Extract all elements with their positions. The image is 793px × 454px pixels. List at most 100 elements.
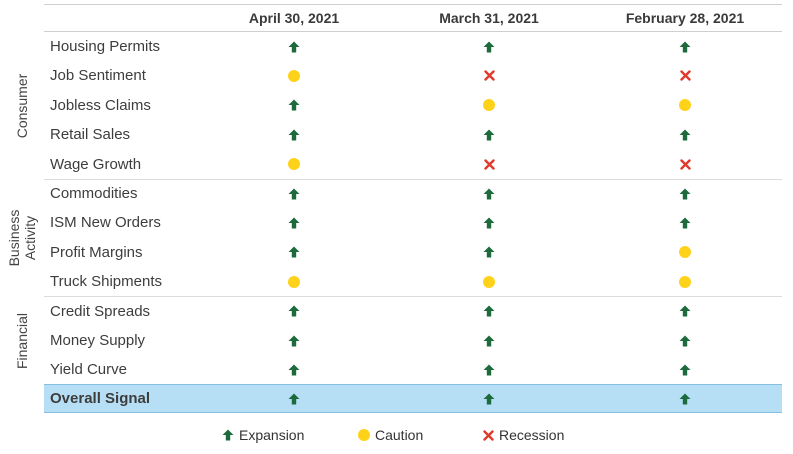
- legend-recession: Recession: [481, 425, 564, 445]
- up-arrow-icon: [288, 188, 300, 200]
- row-label-profit-margins: Profit Margins: [50, 243, 143, 261]
- up-arrow-icon: [483, 335, 495, 347]
- group-label-financial: Financial: [14, 271, 30, 411]
- signal-cell: [282, 267, 306, 296]
- group-label-line: Financial: [14, 312, 30, 369]
- signal-cell: [477, 355, 501, 384]
- yellow-dot-icon: [679, 99, 691, 112]
- table-row: Profit Margins: [44, 238, 782, 267]
- up-arrow-icon: [483, 305, 495, 317]
- table-row: Wage Growth: [44, 150, 782, 179]
- signal-cell: [477, 326, 501, 355]
- row-label-commodities: Commodities: [50, 185, 138, 202]
- red-x-icon: [483, 158, 495, 170]
- red-x-icon: [483, 70, 495, 82]
- signal-cell: [477, 61, 501, 90]
- up-arrow-icon: [288, 246, 300, 258]
- row-label-job-sentiment: Job Sentiment: [50, 67, 146, 85]
- signal-cell: [477, 150, 501, 179]
- row-label-credit-spreads: Credit Spreads: [50, 302, 151, 320]
- row-label-truck-shipments: Truck Shipments: [50, 273, 162, 291]
- group-separator: [44, 296, 782, 298]
- legend-expansion-label: Expansion: [239, 427, 305, 443]
- table-row: Housing Permits: [44, 32, 782, 61]
- up-arrow-icon: [483, 41, 495, 53]
- yellow-dot-icon: [357, 428, 371, 442]
- up-arrow-icon: [288, 41, 300, 53]
- table-row: Yield Curve: [44, 355, 782, 384]
- red-x-icon: [679, 158, 691, 170]
- table-row: ISM New Orders: [44, 208, 782, 237]
- row-label-money-supply: Money Supply: [50, 332, 146, 349]
- up-arrow-icon: [483, 364, 495, 376]
- table-row: Jobless Claims: [44, 91, 782, 120]
- signal-cell: [477, 297, 501, 326]
- signal-cell: [477, 120, 501, 149]
- overall-signal-cell: [282, 385, 306, 412]
- up-arrow-icon: [288, 129, 300, 141]
- up-arrow-icon: [679, 364, 691, 376]
- header-top-rule: [44, 4, 782, 5]
- signal-cell: [673, 61, 697, 90]
- up-arrow-icon: [679, 305, 691, 317]
- legend-expansion: Expansion: [221, 425, 304, 445]
- signal-cell: [673, 32, 697, 61]
- signal-cell: [282, 150, 306, 179]
- signal-cell: [673, 297, 697, 326]
- signal-cell: [282, 91, 306, 120]
- up-arrow-icon: [288, 99, 300, 111]
- row-label-housing-permits: Housing Permits: [50, 38, 161, 55]
- overall-signal-label: Overall Signal: [50, 390, 151, 407]
- up-arrow-icon: [288, 393, 300, 405]
- up-arrow-icon: [483, 217, 495, 229]
- signal-cell: [282, 297, 306, 326]
- signal-cell: [282, 238, 306, 267]
- overall-signal-row: Overall Signal: [44, 384, 782, 413]
- yellow-dot-icon: [483, 275, 495, 288]
- yellow-dot-icon: [679, 246, 691, 259]
- up-arrow-icon: [288, 305, 300, 317]
- signal-cell: [477, 238, 501, 267]
- row-label-wage-growth: Wage Growth: [50, 155, 142, 173]
- column-header-2: February 28, 2021: [625, 10, 745, 26]
- table-row: Job Sentiment: [44, 61, 782, 90]
- signal-cell: [673, 326, 697, 355]
- up-arrow-icon: [679, 217, 691, 229]
- up-arrow-icon: [221, 428, 235, 442]
- legend-recession-label: Recession: [499, 427, 565, 443]
- signal-cell: [477, 267, 501, 296]
- yellow-dot-icon: [483, 99, 495, 112]
- yellow-dot-icon: [288, 158, 300, 171]
- signal-cell: [477, 91, 501, 120]
- signal-cell: [673, 91, 697, 120]
- up-arrow-icon: [483, 246, 495, 258]
- up-arrow-icon: [288, 335, 300, 347]
- signal-cell: [282, 208, 306, 237]
- signal-cell: [673, 179, 697, 208]
- row-label-jobless-claims: Jobless Claims: [50, 96, 151, 114]
- signal-cell: [673, 150, 697, 179]
- row-label-retail-sales: Retail Sales: [50, 126, 131, 144]
- up-arrow-icon: [483, 393, 495, 405]
- group-label-consumer: Consumer: [14, 36, 30, 176]
- group-separator: [44, 178, 782, 180]
- up-arrow-icon: [679, 393, 691, 405]
- up-arrow-icon: [679, 129, 691, 141]
- header-bottom-rule: [44, 31, 782, 32]
- yellow-dot-icon: [288, 69, 300, 82]
- up-arrow-icon: [679, 41, 691, 53]
- column-header-0: April 30, 2021: [248, 10, 340, 26]
- signal-cell: [282, 120, 306, 149]
- signal-cell: [477, 32, 501, 61]
- up-arrow-icon: [288, 364, 300, 376]
- overall-signal-cell: [477, 385, 501, 412]
- table-row: Commodities: [44, 179, 782, 208]
- red-x-icon: [481, 428, 495, 442]
- signal-cell: [282, 32, 306, 61]
- table-row: Retail Sales: [44, 120, 782, 149]
- up-arrow-icon: [679, 335, 691, 347]
- signal-cell: [673, 238, 697, 267]
- signal-cell: [673, 355, 697, 384]
- table-row: Money Supply: [44, 326, 782, 355]
